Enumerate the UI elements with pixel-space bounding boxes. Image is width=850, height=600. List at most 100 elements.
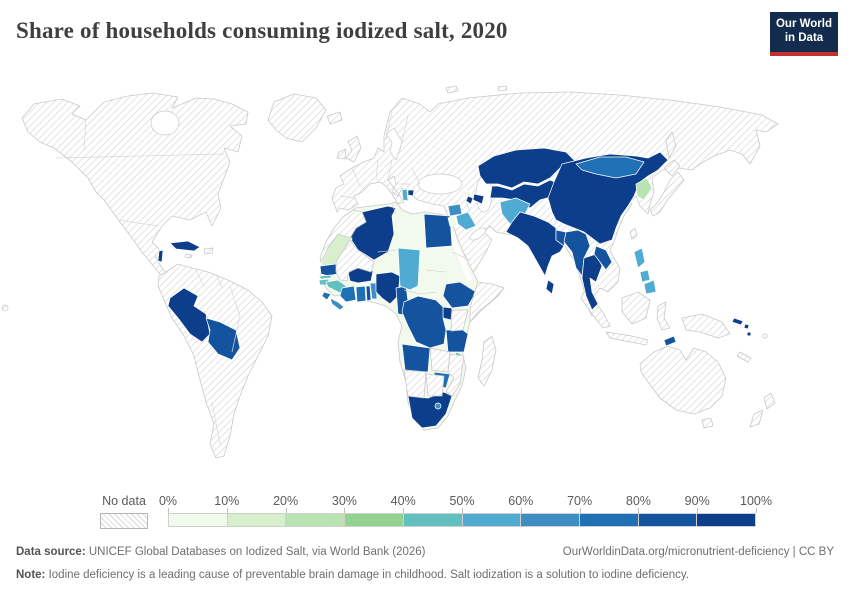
country-timor-leste[interactable]	[663, 335, 677, 347]
country-nigeria[interactable]	[375, 271, 401, 305]
country-gambia[interactable]	[319, 274, 332, 280]
country-ghana[interactable]	[355, 285, 367, 303]
country-jordan[interactable]	[447, 215, 458, 227]
island-madagascar[interactable]	[477, 335, 497, 387]
border-turkey-iran	[465, 201, 471, 213]
country-sri-lanka[interactable]	[545, 279, 555, 295]
legend-cell-70-80%[interactable]	[579, 514, 639, 526]
country-benin[interactable]	[369, 282, 378, 300]
border-alaska-canada	[83, 119, 87, 151]
country-mongolia[interactable]	[575, 156, 645, 179]
landmass-greenland[interactable]	[267, 93, 327, 143]
borders-europe	[339, 111, 421, 199]
data-source-text: UNICEF Global Databases on Iodized Salt,…	[85, 546, 426, 558]
country-bangladesh[interactable]	[555, 229, 567, 247]
country-azerbaijan[interactable]	[472, 193, 485, 205]
legend-no-data-label: No data	[102, 494, 146, 508]
country-mali[interactable]	[335, 239, 375, 282]
island-sulawesi[interactable]	[656, 301, 671, 331]
island-taiwan[interactable]	[629, 227, 638, 240]
legend-no-data-swatch[interactable]	[100, 513, 148, 529]
country-drc[interactable]	[401, 295, 447, 349]
legend-cell-20-30%[interactable]	[286, 514, 346, 526]
country-zambia[interactable]	[429, 347, 451, 373]
country-lesotho[interactable]	[434, 402, 442, 410]
island-borneo[interactable]	[621, 291, 651, 325]
island-jamaica[interactable]	[184, 253, 193, 259]
country-mozambique[interactable]	[445, 353, 465, 397]
legend-tick-label-70%: 70%	[567, 494, 593, 508]
island-fiji[interactable]	[762, 333, 768, 339]
legend-tick-mark	[462, 508, 463, 513]
country-albania[interactable]	[401, 188, 409, 202]
country-laos[interactable]	[593, 245, 613, 271]
landmass-australia[interactable]	[639, 345, 727, 415]
legend-cell-10-20%[interactable]	[227, 514, 287, 526]
world-choropleth-map[interactable]	[0, 80, 850, 480]
border-chile-argentina	[211, 401, 221, 445]
note-text: Iodine deficiency is a leading cause of …	[45, 568, 689, 581]
island-new-caledonia[interactable]	[736, 351, 752, 363]
legend-cell-30-40%[interactable]	[345, 514, 404, 526]
legend-cell-0-10%[interactable]	[169, 514, 228, 526]
country-uganda[interactable]	[442, 306, 453, 321]
country-armenia[interactable]	[465, 195, 474, 205]
island-japan[interactable]	[649, 159, 685, 217]
country-morocco[interactable]	[319, 209, 367, 263]
data-source-label: Data source:	[16, 546, 86, 558]
legend-cell-90-100%[interactable]	[697, 514, 756, 526]
owid-url-link[interactable]: OurWorldinData.org/micronutrient-deficie…	[562, 546, 790, 558]
country-philippines[interactable]	[633, 247, 657, 295]
island-hispaniola[interactable]	[203, 247, 214, 255]
country-chad[interactable]	[397, 247, 421, 291]
country-north-korea[interactable]	[635, 177, 653, 201]
island-new-guinea[interactable]	[681, 313, 731, 339]
country-namibia[interactable]	[403, 369, 427, 399]
island-pacific-left-edge[interactable]	[1, 304, 9, 312]
island-iceland[interactable]	[326, 111, 343, 125]
country-cote-divoire[interactable]	[339, 285, 357, 303]
island-java[interactable]	[605, 331, 649, 346]
island-sakhalin[interactable]	[665, 131, 677, 159]
legend-cell-60-70%[interactable]	[521, 514, 580, 526]
legend-cell-40-50%[interactable]	[403, 514, 463, 526]
legend-scale: 0% 10% 20% 30% 40% 50% 60% 70% 80% 90% 100%	[159, 494, 772, 527]
legend-cell-80-90%[interactable]	[638, 514, 698, 526]
island-ireland[interactable]	[336, 148, 347, 160]
country-egypt[interactable]	[423, 213, 453, 249]
country-somalia[interactable]	[469, 281, 505, 323]
owid-logo[interactable]: Our World in Data	[770, 12, 838, 56]
country-ethiopia[interactable]	[442, 281, 477, 309]
country-syria[interactable]	[447, 203, 463, 217]
legend-cell-50-60%[interactable]	[462, 514, 522, 526]
country-belize[interactable]	[157, 249, 164, 263]
country-botswana[interactable]	[425, 373, 445, 397]
legend-tick-label-60%: 60%	[508, 494, 534, 508]
island-svalbard[interactable]	[445, 85, 508, 94]
country-india[interactable]	[505, 211, 565, 277]
country-kenya[interactable]	[450, 309, 469, 332]
country-south-africa[interactable]	[407, 391, 453, 429]
country-togo[interactable]	[365, 285, 372, 302]
island-uk[interactable]	[345, 135, 362, 163]
country-senegal[interactable]	[319, 263, 338, 277]
country-north-macedonia[interactable]	[407, 189, 415, 197]
island-sumatra[interactable]	[580, 291, 611, 329]
landmass-north-america[interactable]	[21, 92, 249, 287]
country-solomon-islands[interactable]	[731, 317, 750, 330]
country-vanuatu[interactable]	[746, 331, 752, 337]
legend-tick-mark	[697, 508, 699, 513]
country-sierra-leone[interactable]	[321, 291, 332, 301]
landmass-south-america[interactable]	[157, 263, 273, 459]
country-tanzania[interactable]	[445, 329, 469, 353]
island-tasmania[interactable]	[701, 417, 714, 429]
legend-tick-label-20%: 20%	[273, 494, 299, 508]
country-liberia[interactable]	[329, 297, 345, 311]
country-bolivia[interactable]	[205, 317, 241, 361]
country-iraq[interactable]	[455, 211, 477, 231]
country-kazakhstan[interactable]	[477, 147, 577, 189]
country-cuba[interactable]	[169, 240, 201, 252]
legend-tick-label-80%: 80%	[625, 494, 651, 508]
country-angola[interactable]	[401, 343, 431, 373]
island-new-zealand[interactable]	[749, 392, 776, 428]
